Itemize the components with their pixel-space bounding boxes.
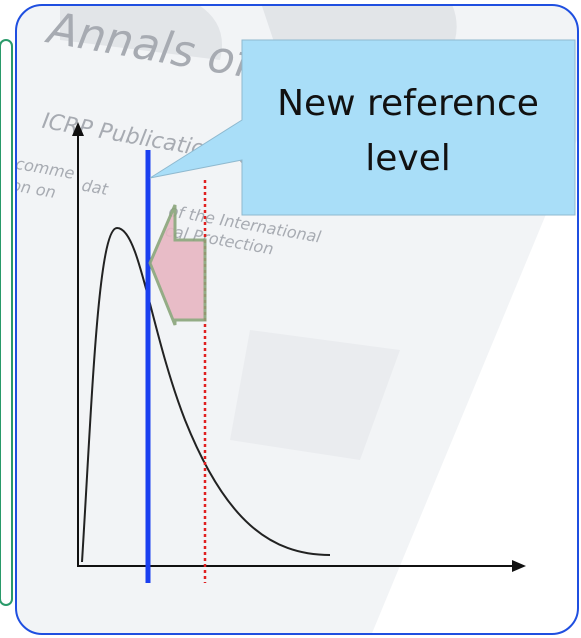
callout-text: New reference xyxy=(277,83,539,124)
page: Annals of t ICRP Publication 103 Recomme… xyxy=(0,0,581,638)
slide: Annals of t ICRP Publication 103 Recomme… xyxy=(0,0,581,638)
callout-text: level xyxy=(365,138,451,179)
left-panel-edge xyxy=(0,40,12,605)
